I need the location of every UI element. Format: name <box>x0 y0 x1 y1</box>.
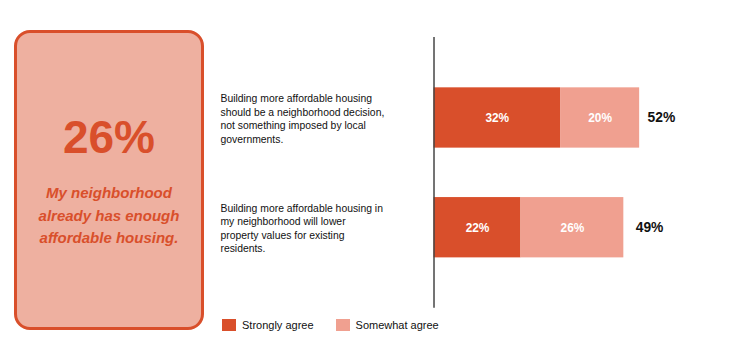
svg-text:26%: 26% <box>561 220 585 234</box>
svg-text:52%: 52% <box>648 109 676 125</box>
svg-text:49%: 49% <box>636 219 664 235</box>
html-text:26%: 26% <box>63 111 155 164</box>
svg-text:20%: 20% <box>588 110 612 124</box>
svg-text:22%: 22% <box>466 220 490 234</box>
html-text:Somewhat agree: Somewhat agree <box>355 319 439 332</box>
svg-text:Building more affordable housi: Building more affordable housing inmy ne… <box>220 202 383 253</box>
svg-text:Building more affordable housi: Building more affordable housingshould b… <box>220 93 384 144</box>
svg-text:32%: 32% <box>485 110 509 124</box>
html-text:Strongly agree: Strongly agree <box>242 319 314 332</box>
html-text:My neighborhood already has en: My neighborhood already has enough affor… <box>38 184 180 247</box>
